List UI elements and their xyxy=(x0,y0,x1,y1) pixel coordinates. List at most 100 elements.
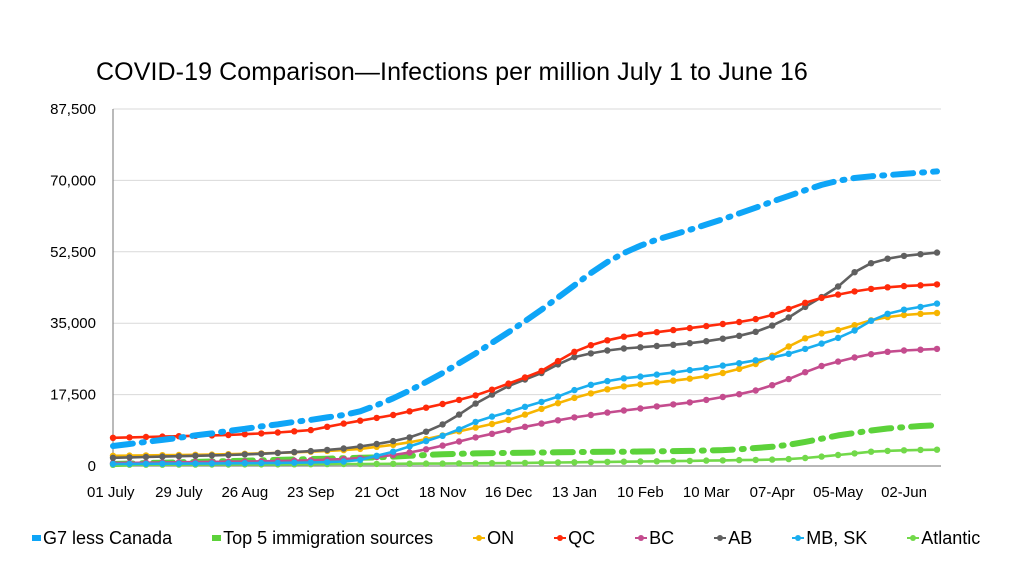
data-point xyxy=(241,431,248,438)
data-point xyxy=(604,347,611,354)
data-point xyxy=(505,380,512,387)
data-point xyxy=(505,459,512,467)
data-point xyxy=(719,335,726,342)
data-point xyxy=(802,299,809,306)
data-point xyxy=(406,434,413,441)
series-ab xyxy=(109,249,941,461)
data-point xyxy=(538,420,545,427)
data-point xyxy=(917,446,924,454)
data-point xyxy=(390,460,397,467)
legend-swatch-icon xyxy=(635,534,648,542)
data-point xyxy=(324,458,331,466)
data-point xyxy=(802,335,809,342)
data-point xyxy=(769,382,776,389)
data-point xyxy=(340,445,347,452)
data-point xyxy=(834,334,842,342)
legend-swatch-icon xyxy=(907,534,920,542)
data-point xyxy=(785,314,792,321)
legend-item-g7-less-canada: G7 less Canada xyxy=(32,528,172,549)
data-point xyxy=(439,421,446,428)
data-point xyxy=(488,420,496,428)
legend-item-ab: AB xyxy=(714,528,752,549)
data-point xyxy=(604,377,611,385)
data-point xyxy=(818,362,825,370)
data-point xyxy=(357,417,364,424)
data-point xyxy=(818,453,825,460)
data-point xyxy=(109,434,117,441)
data-point xyxy=(703,373,710,380)
data-point xyxy=(802,454,809,462)
series-line xyxy=(110,168,940,449)
legend-swatch-icon xyxy=(32,535,41,541)
data-point xyxy=(703,322,710,330)
data-point xyxy=(472,400,479,407)
data-point xyxy=(736,391,743,398)
data-point xyxy=(291,459,298,466)
data-point xyxy=(670,401,677,408)
data-point xyxy=(538,405,545,413)
data-point xyxy=(455,411,463,418)
data-point xyxy=(488,430,496,437)
data-point xyxy=(604,409,611,416)
data-point xyxy=(917,346,924,353)
data-point xyxy=(703,364,710,372)
data-point xyxy=(538,367,545,375)
data-point xyxy=(736,456,743,464)
x-tick-label: 26 Aug xyxy=(221,484,268,501)
data-point xyxy=(291,448,298,456)
data-point xyxy=(373,452,380,459)
data-point xyxy=(917,303,924,311)
data-point xyxy=(736,365,743,373)
data-point xyxy=(686,340,693,347)
data-point xyxy=(851,327,858,334)
data-point xyxy=(670,326,677,334)
data-point xyxy=(736,332,743,339)
legend-label: AB xyxy=(728,527,753,548)
legend-item-top-5-immigration-sources: Top 5 immigration sources xyxy=(212,528,433,549)
data-point xyxy=(142,460,150,467)
data-point xyxy=(225,451,232,459)
data-point xyxy=(851,269,858,276)
data-point xyxy=(769,311,776,319)
data-point xyxy=(851,450,858,457)
data-point xyxy=(752,387,759,394)
data-point xyxy=(521,374,529,381)
data-point xyxy=(834,283,842,290)
data-point xyxy=(900,447,908,454)
data-point xyxy=(785,350,792,357)
data-point xyxy=(719,393,726,401)
legend-label: G7 less Canada xyxy=(43,527,173,548)
series-lines xyxy=(109,168,941,468)
y-tick-label: 70,000 xyxy=(50,172,96,189)
data-point xyxy=(488,386,496,393)
series-on xyxy=(109,309,941,459)
data-point xyxy=(587,350,595,357)
data-point xyxy=(521,459,529,467)
x-tick-label: 13 Jan xyxy=(552,484,597,501)
data-point xyxy=(241,460,248,467)
data-point xyxy=(752,315,759,323)
legend-label: QC xyxy=(568,527,596,548)
gridlines xyxy=(113,108,941,396)
data-point xyxy=(769,322,776,329)
data-point xyxy=(488,391,496,398)
data-point xyxy=(258,450,265,457)
x-tick-label: 18 Nov xyxy=(419,484,467,501)
y-tick-label: 52,500 xyxy=(50,244,96,261)
data-point xyxy=(851,322,858,329)
data-point xyxy=(686,324,693,332)
data-point xyxy=(258,459,265,467)
legend-item-on: ON xyxy=(473,528,514,549)
data-point xyxy=(933,281,941,288)
data-point xyxy=(917,282,924,289)
data-point xyxy=(703,457,710,464)
legend-label: MB, SK xyxy=(806,527,868,548)
data-point xyxy=(785,375,792,383)
data-point xyxy=(439,400,446,408)
legend-item-qc: QC xyxy=(554,528,595,549)
data-point xyxy=(571,414,578,421)
data-point xyxy=(818,340,825,347)
legend-label: Atlantic xyxy=(921,527,981,548)
data-point xyxy=(686,457,693,465)
data-point xyxy=(373,414,380,422)
